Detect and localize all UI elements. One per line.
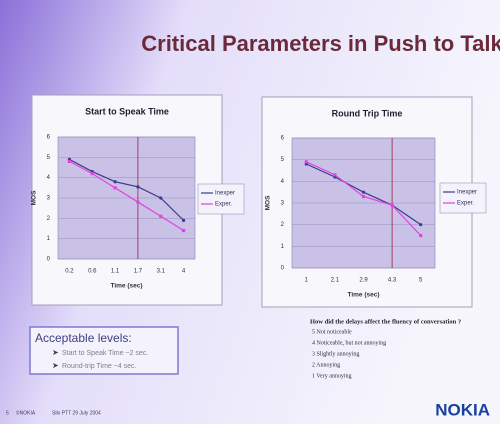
slide-title: Critical Parameters in Push to Talk [141, 31, 500, 56]
copyright: ©NOKIA [16, 409, 36, 416]
bullet: ➤ [52, 348, 59, 357]
x-tick-label: 4.3 [388, 278, 397, 284]
x-tick-label: 5 [419, 278, 423, 284]
answer: 1 Very annoying [312, 373, 352, 379]
y-tick-label: 6 [281, 136, 285, 142]
y-tick-label: 2 [281, 222, 285, 228]
y-tick-label: 6 [47, 135, 51, 141]
y-tick-label: 3 [281, 201, 285, 207]
footer-info: Slin PTT 29 July 2004 [52, 410, 101, 416]
point-marker [361, 190, 366, 194]
acceptable-heading: Acceptable levels: [35, 331, 132, 345]
answer: 2 Annoying [312, 362, 340, 368]
point-marker [181, 218, 186, 222]
x-tick-label: 2.9 [359, 278, 368, 284]
point-marker [67, 159, 72, 163]
x-tick-label: 1.7 [134, 269, 143, 275]
point-marker [113, 180, 117, 184]
x-tick-label: 1.1 [111, 269, 120, 275]
point-marker [136, 200, 140, 204]
x-tick-label: 0.6 [88, 269, 97, 275]
acceptable-item: Start to Speak Time ~2 sec. [62, 350, 148, 357]
x-tick-label: 3.1 [157, 269, 166, 275]
x-axis-label: Time (sec) [347, 292, 379, 299]
y-tick-label: 0 [47, 257, 51, 263]
y-axis-label: MOS [31, 190, 38, 205]
legend-label: Inexper [457, 190, 477, 196]
point-marker [181, 228, 186, 233]
y-axis-label: MOS [265, 195, 272, 210]
legend-box [439, 182, 487, 214]
chart-title: Start to Speak Time [85, 106, 169, 116]
bullet: ➤ [52, 361, 59, 370]
x-tick-label: 0.2 [65, 269, 74, 275]
y-tick-label: 0 [281, 266, 285, 272]
point-marker [113, 186, 117, 190]
x-tick-label: 2.1 [331, 278, 340, 284]
point-marker [159, 196, 163, 200]
x-tick-label: 1 [305, 278, 309, 284]
point-marker [136, 185, 140, 189]
y-tick-label: 1 [281, 244, 285, 250]
y-tick-label: 1 [47, 236, 51, 242]
point-marker [419, 223, 423, 227]
point-marker [304, 160, 308, 164]
series-line [69, 160, 184, 232]
legend-label: Inexper [215, 191, 235, 197]
legend-box [197, 183, 245, 215]
point-marker [159, 214, 163, 218]
point-marker [90, 172, 94, 176]
point-marker [419, 233, 423, 238]
chart-title: Round Trip Time [332, 108, 403, 118]
answer: 3 Slightly annoying [312, 351, 359, 357]
question: How did the delays affect the fluency of… [310, 318, 461, 325]
legend-label: Exper. [215, 202, 232, 208]
page-number: 5 [6, 410, 9, 416]
x-tick-label: 4 [182, 269, 186, 275]
point-marker [361, 194, 366, 199]
logo: NOKIA [435, 400, 490, 419]
y-tick-label: 5 [47, 155, 51, 161]
y-tick-label: 2 [47, 216, 51, 222]
acceptable-item: Round-trip Time ~4 sec. [62, 363, 137, 370]
point-marker [390, 203, 394, 207]
legend-label: Exper. [457, 201, 474, 207]
acceptable-box [29, 326, 179, 375]
series-line [69, 158, 185, 221]
y-tick-label: 3 [47, 196, 51, 202]
y-tick-label: 4 [281, 179, 285, 185]
x-axis-label: Time (sec) [110, 283, 142, 290]
point-marker [333, 173, 337, 177]
y-tick-label: 5 [281, 157, 285, 163]
answer: 4 Noticeable, but not annoying [312, 340, 386, 346]
y-tick-label: 4 [47, 175, 51, 181]
answer: 5 Not noticeable [312, 329, 352, 335]
